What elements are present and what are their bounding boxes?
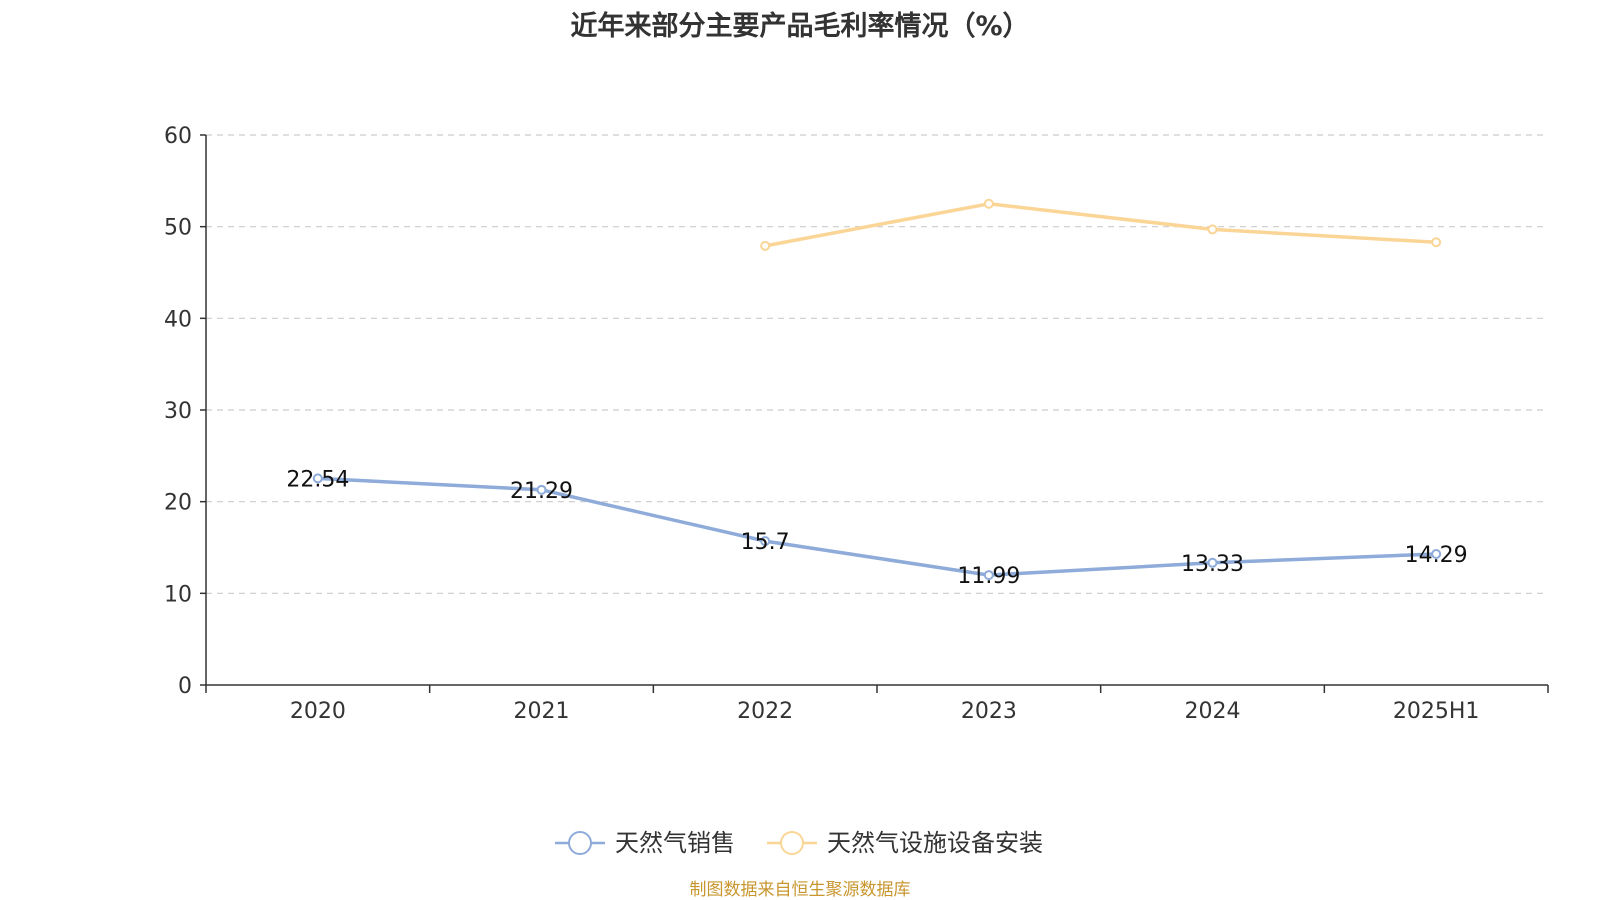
data-point [1432, 238, 1440, 246]
legend-label-1: 天然气设施设备安装 [827, 829, 1043, 857]
data-label: 13.33 [1181, 552, 1244, 577]
legend-marker-1 [781, 832, 803, 854]
data-point [1209, 225, 1217, 233]
data-point [985, 200, 993, 208]
series-line-1 [765, 204, 1436, 246]
data-label: 21.29 [510, 479, 573, 504]
x-tick-label: 2021 [514, 699, 570, 724]
legend-label-0: 天然气销售 [615, 829, 735, 857]
x-tick-label: 2025H1 [1393, 699, 1480, 724]
y-tick-label: 30 [164, 399, 192, 424]
y-tick-label: 50 [164, 216, 192, 241]
data-label: 15.7 [741, 530, 790, 555]
y-tick-label: 40 [164, 307, 192, 332]
y-tick-label: 60 [164, 124, 192, 149]
line-chart: 0 10 20 30 40 50 60 2020 2021 2022 2023 2024 2025H1 2… [0, 0, 1600, 900]
data-point [761, 242, 769, 250]
series-line-0 [318, 478, 1436, 575]
x-tick-label: 2022 [737, 699, 793, 724]
y-tick-label: 0 [178, 674, 192, 699]
x-tick-label: 2020 [290, 699, 346, 724]
x-tick-label: 2023 [961, 699, 1017, 724]
data-label: 22.54 [286, 467, 349, 492]
data-label: 14.29 [1405, 543, 1468, 568]
legend-marker-0 [569, 832, 591, 854]
x-tick-label: 2024 [1185, 699, 1241, 724]
source-note: 制图数据来自恒生聚源数据库 [0, 875, 1600, 900]
data-label: 11.99 [957, 564, 1020, 589]
y-tick-label: 20 [164, 491, 192, 516]
y-tick-label: 10 [164, 582, 192, 607]
